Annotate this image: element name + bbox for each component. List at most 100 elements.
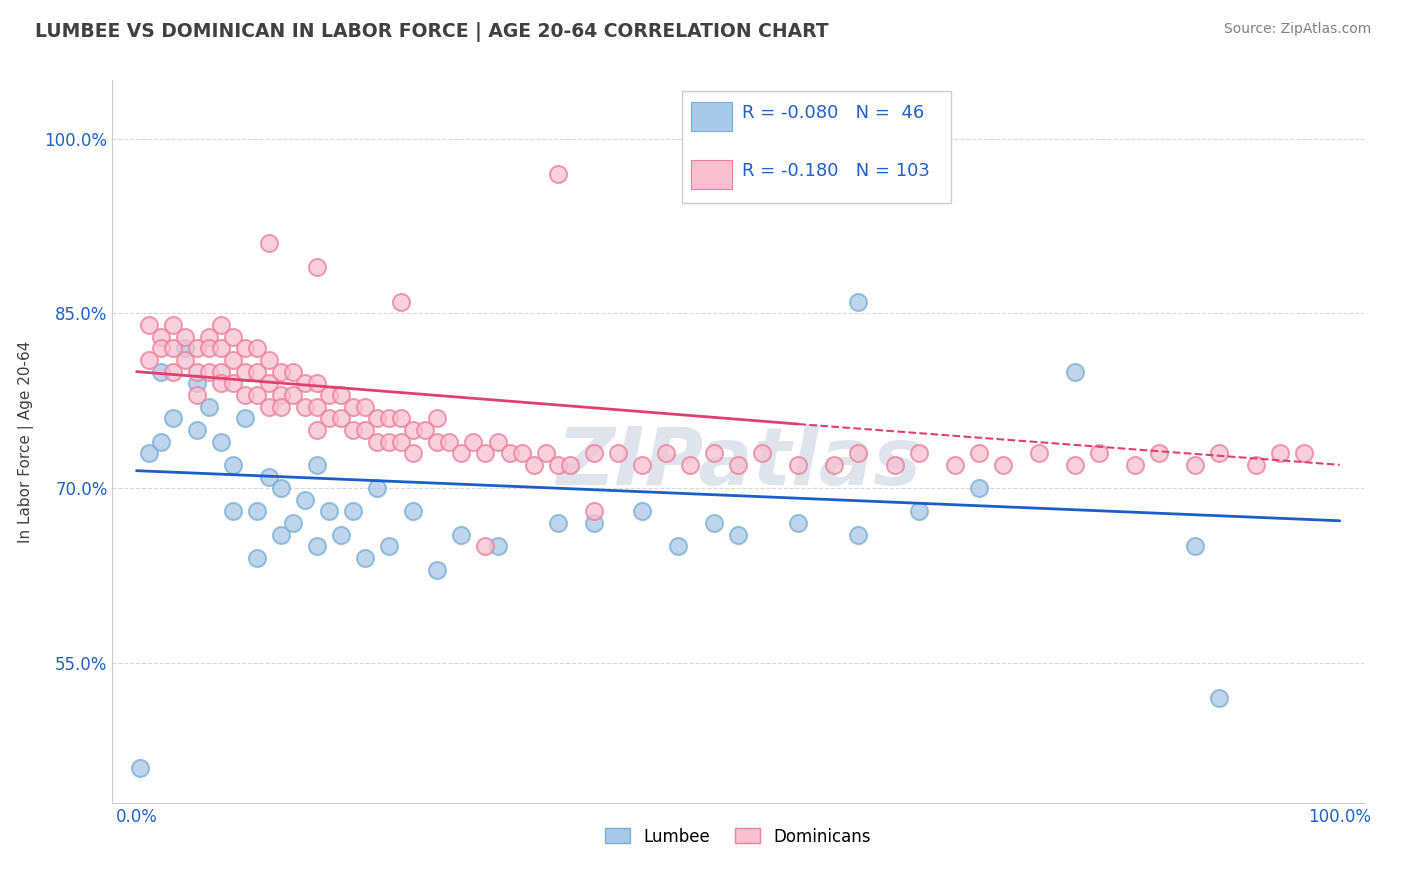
Point [402, 446, 425, 460]
Point [257, 400, 280, 414]
Point [679, 458, 702, 472]
Point [907, 446, 929, 460]
Point [281, 516, 304, 530]
Point [257, 469, 280, 483]
Point [534, 446, 557, 460]
Point [222, 353, 245, 368]
Point [129, 761, 152, 775]
Point [305, 423, 328, 437]
Point [270, 528, 292, 542]
Point [1028, 446, 1050, 460]
Point [463, 434, 485, 449]
Point [1208, 446, 1230, 460]
Point [318, 388, 340, 402]
Point [486, 540, 509, 554]
Point [233, 411, 256, 425]
Point [486, 434, 509, 449]
Point [1292, 446, 1315, 460]
Point [450, 528, 472, 542]
Point [1184, 540, 1206, 554]
Point [703, 516, 725, 530]
Point [366, 434, 388, 449]
Point [1208, 690, 1230, 705]
Point [558, 458, 581, 472]
Point [257, 376, 280, 391]
Point [1244, 458, 1267, 472]
Point [354, 551, 377, 566]
Point [246, 551, 269, 566]
Point [426, 411, 449, 425]
Point [270, 388, 292, 402]
Point [186, 376, 208, 391]
Point [138, 318, 160, 332]
Point [186, 388, 208, 402]
Point [197, 341, 219, 355]
Point [330, 411, 353, 425]
Point [439, 434, 461, 449]
Point [413, 423, 436, 437]
Point [1064, 458, 1087, 472]
Point [305, 540, 328, 554]
Point [366, 411, 388, 425]
Point [426, 434, 449, 449]
Point [907, 504, 929, 518]
Point [318, 411, 340, 425]
Point [342, 400, 364, 414]
Point [655, 446, 678, 460]
Text: ZIPatlas: ZIPatlas [555, 425, 921, 502]
Point [294, 400, 316, 414]
Point [523, 458, 546, 472]
Point [222, 504, 245, 518]
Point [209, 341, 232, 355]
Point [246, 504, 269, 518]
Point [233, 365, 256, 379]
Point [197, 365, 219, 379]
Point [330, 388, 353, 402]
Point [510, 446, 533, 460]
Point [246, 365, 269, 379]
Point [751, 446, 773, 460]
Point [246, 341, 269, 355]
Point [389, 294, 412, 309]
Point [222, 329, 245, 343]
Point [305, 260, 328, 274]
Point [389, 411, 412, 425]
Point [354, 400, 377, 414]
Bar [690, 160, 733, 189]
Point [606, 446, 628, 460]
Point [149, 341, 172, 355]
Point [186, 365, 208, 379]
Point [943, 458, 966, 472]
Text: LUMBEE VS DOMINICAN IN LABOR FORCE | AGE 20-64 CORRELATION CHART: LUMBEE VS DOMINICAN IN LABOR FORCE | AGE… [35, 22, 828, 42]
Text: R = -0.180   N = 103: R = -0.180 N = 103 [742, 162, 929, 180]
Point [666, 540, 689, 554]
Point [222, 376, 245, 391]
Point [1268, 446, 1291, 460]
Point [281, 388, 304, 402]
Point [305, 458, 328, 472]
Text: R = -0.080   N =  46: R = -0.080 N = 46 [742, 104, 924, 122]
Text: Source: ZipAtlas.com: Source: ZipAtlas.com [1223, 22, 1371, 37]
Point [378, 540, 401, 554]
Point [233, 341, 256, 355]
Legend: Lumbee, Dominicans: Lumbee, Dominicans [599, 821, 877, 852]
Point [402, 504, 425, 518]
Point [1149, 446, 1171, 460]
Point [270, 365, 292, 379]
Point [547, 458, 569, 472]
Point [823, 458, 845, 472]
Point [991, 458, 1014, 472]
Point [162, 411, 184, 425]
Bar [690, 102, 733, 131]
Point [967, 446, 990, 460]
Point [209, 434, 232, 449]
Point [173, 329, 195, 343]
Point [582, 516, 605, 530]
Point [474, 446, 496, 460]
Point [378, 434, 401, 449]
Point [305, 376, 328, 391]
Point [366, 481, 388, 495]
FancyBboxPatch shape [682, 91, 950, 203]
Point [727, 528, 749, 542]
Point [631, 504, 654, 518]
